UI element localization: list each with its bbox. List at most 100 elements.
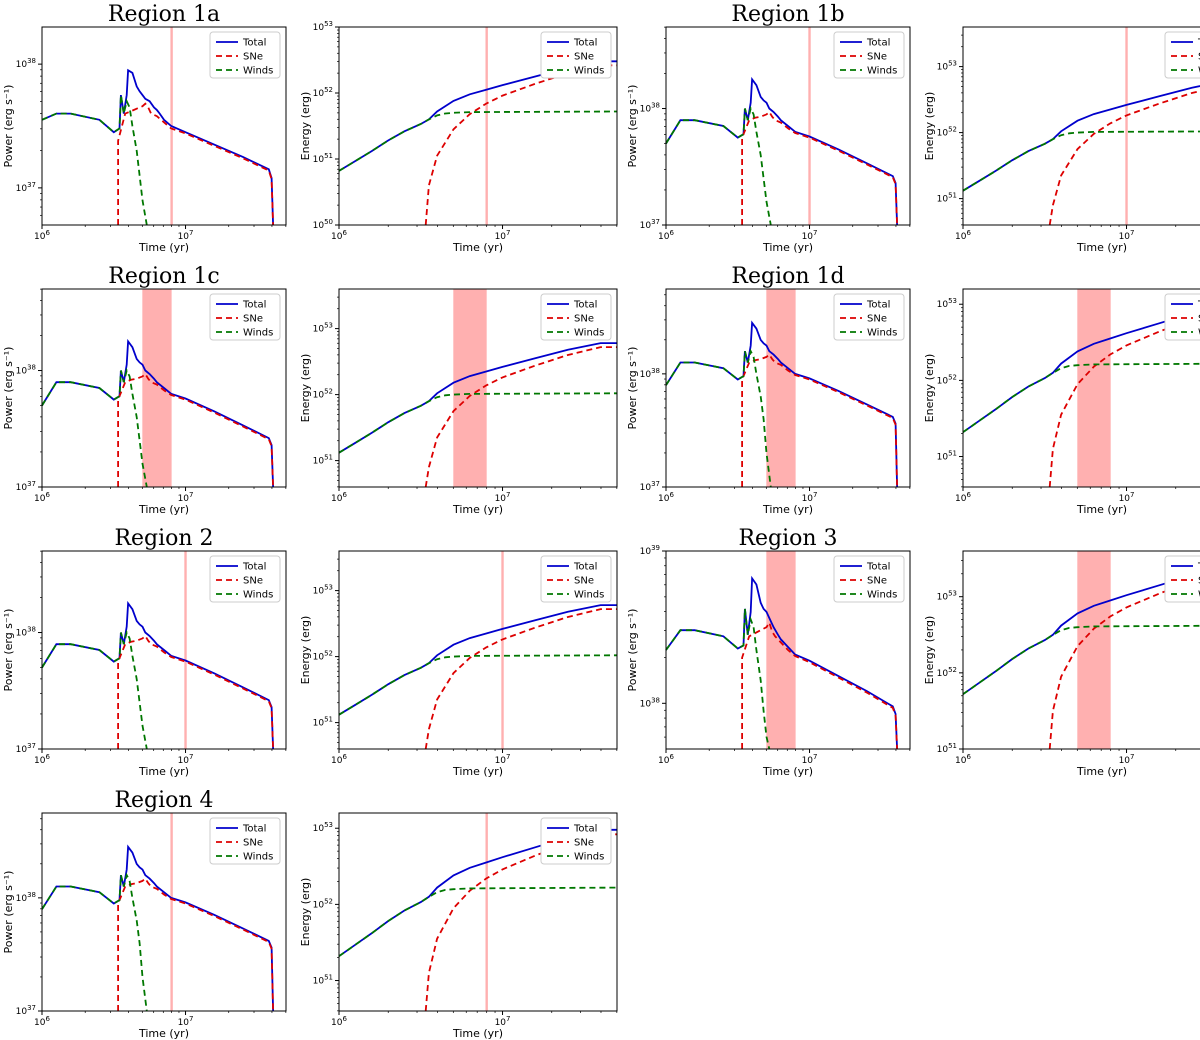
- series-line-winds: [665, 348, 772, 488]
- y-axis-label: Energy (erg): [923, 92, 936, 161]
- y-axis-label: Energy (erg): [299, 878, 312, 947]
- legend-label-sne: SNe: [574, 314, 594, 325]
- y-tick-label: 1037: [16, 1004, 36, 1017]
- legend-label-total: Total: [573, 300, 597, 311]
- y-tick-label: 1052: [937, 666, 957, 679]
- series-line-sne: [741, 353, 898, 488]
- series-line-total: [665, 575, 898, 750]
- y-tick-label: 1038: [16, 626, 36, 639]
- legend-box: [540, 293, 612, 341]
- legend-label-total: Total: [1197, 562, 1200, 573]
- series-line-winds: [41, 872, 148, 1012]
- legend-box: [540, 555, 612, 603]
- y-axis-label: Power (erg s⁻¹): [626, 347, 639, 430]
- series-line-winds: [41, 94, 148, 226]
- x-tick-label: 106: [34, 491, 50, 504]
- y-tick-label: 1052: [313, 388, 333, 401]
- legend-box: [1164, 293, 1200, 341]
- x-tick-label: 107: [495, 1015, 511, 1028]
- axes-frame: [41, 26, 287, 226]
- panel-title: Region 1c: [108, 264, 219, 289]
- y-axis-label: Power (erg s⁻¹): [2, 871, 15, 954]
- series-line-winds: [665, 105, 772, 226]
- legend: Total SNe Winds: [833, 293, 905, 341]
- series-line-sne: [424, 346, 617, 488]
- legend-label-sne: SNe: [574, 52, 594, 63]
- x-tick-label: 107: [802, 229, 818, 242]
- shaded-window: [1077, 551, 1111, 749]
- y-tick-label: 1052: [313, 897, 333, 910]
- y-tick-label: 1051: [937, 742, 957, 755]
- x-axis-label: Time (yr): [138, 1027, 189, 1040]
- series-line-total: [338, 604, 617, 716]
- series-line-sne: [1048, 578, 1200, 750]
- legend-label-winds: Winds: [574, 66, 604, 77]
- y-axis-label: Energy (erg): [923, 616, 936, 685]
- legend-label-winds: Winds: [1198, 66, 1200, 77]
- y-axis-label: Energy (erg): [299, 616, 312, 685]
- legend-label-sne: SNe: [867, 52, 887, 63]
- axes-frame: [665, 26, 911, 226]
- series-line-total: [41, 844, 274, 1012]
- x-tick-label: 107: [495, 753, 511, 766]
- x-axis-label: Time (yr): [762, 765, 813, 778]
- legend-label-winds: Winds: [1198, 590, 1200, 601]
- series-line-total: [962, 85, 1200, 192]
- shaded-window: [170, 813, 173, 1011]
- x-axis-label: Time (yr): [452, 765, 503, 778]
- x-axis-label: Time (yr): [452, 241, 503, 254]
- legend-label-winds: Winds: [867, 328, 897, 339]
- x-axis-label: Time (yr): [138, 241, 189, 254]
- legend-label-sne: SNe: [1198, 314, 1200, 325]
- x-tick-label: 106: [331, 1015, 347, 1028]
- x-tick-label: 106: [34, 229, 50, 242]
- x-axis-label: Time (yr): [1076, 765, 1127, 778]
- x-tick-label: 106: [955, 753, 971, 766]
- y-tick-label: 1052: [313, 86, 333, 99]
- legend-label-sne: SNe: [1198, 52, 1200, 63]
- legend-label-total: Total: [866, 38, 890, 49]
- shaded-window: [766, 289, 796, 487]
- panel-title: Region 1a: [108, 2, 220, 27]
- series-line-sne: [117, 877, 274, 1012]
- legend: Total SNe Winds: [209, 31, 281, 79]
- y-tick-label: 1038: [16, 364, 36, 377]
- x-tick-label: 107: [802, 491, 818, 504]
- y-tick-label: 1053: [313, 322, 333, 335]
- panel-title: Region 1d: [731, 264, 844, 289]
- y-tick-label: 1053: [937, 590, 957, 603]
- x-tick-label: 107: [178, 753, 194, 766]
- panel-title: Region 1b: [731, 2, 844, 27]
- axes-frame: [665, 550, 911, 750]
- legend: Total SNe Winds: [833, 555, 905, 603]
- x-tick-label: 106: [331, 753, 347, 766]
- x-axis-label: Time (yr): [138, 765, 189, 778]
- axes-frame: [338, 26, 618, 226]
- x-axis-label: Time (yr): [762, 503, 813, 516]
- series-line-sne: [117, 372, 274, 488]
- legend-label-total: Total: [242, 38, 266, 49]
- shaded-window: [485, 813, 488, 1011]
- series-line-total: [41, 600, 274, 750]
- series-line-winds: [338, 654, 618, 716]
- x-tick-label: 106: [658, 491, 674, 504]
- x-tick-label: 107: [1119, 229, 1135, 242]
- legend: Total SNe Winds: [1164, 555, 1200, 603]
- shaded-window: [453, 289, 487, 487]
- legend-box: [540, 31, 612, 79]
- legend-label-winds: Winds: [867, 590, 897, 601]
- legend: Total SNe Winds: [540, 817, 612, 865]
- shaded-window: [184, 551, 187, 749]
- y-tick-label: 1051: [937, 192, 957, 205]
- series-line-sne: [117, 102, 274, 226]
- series-line-winds: [338, 886, 618, 957]
- axes-frame: [41, 550, 287, 750]
